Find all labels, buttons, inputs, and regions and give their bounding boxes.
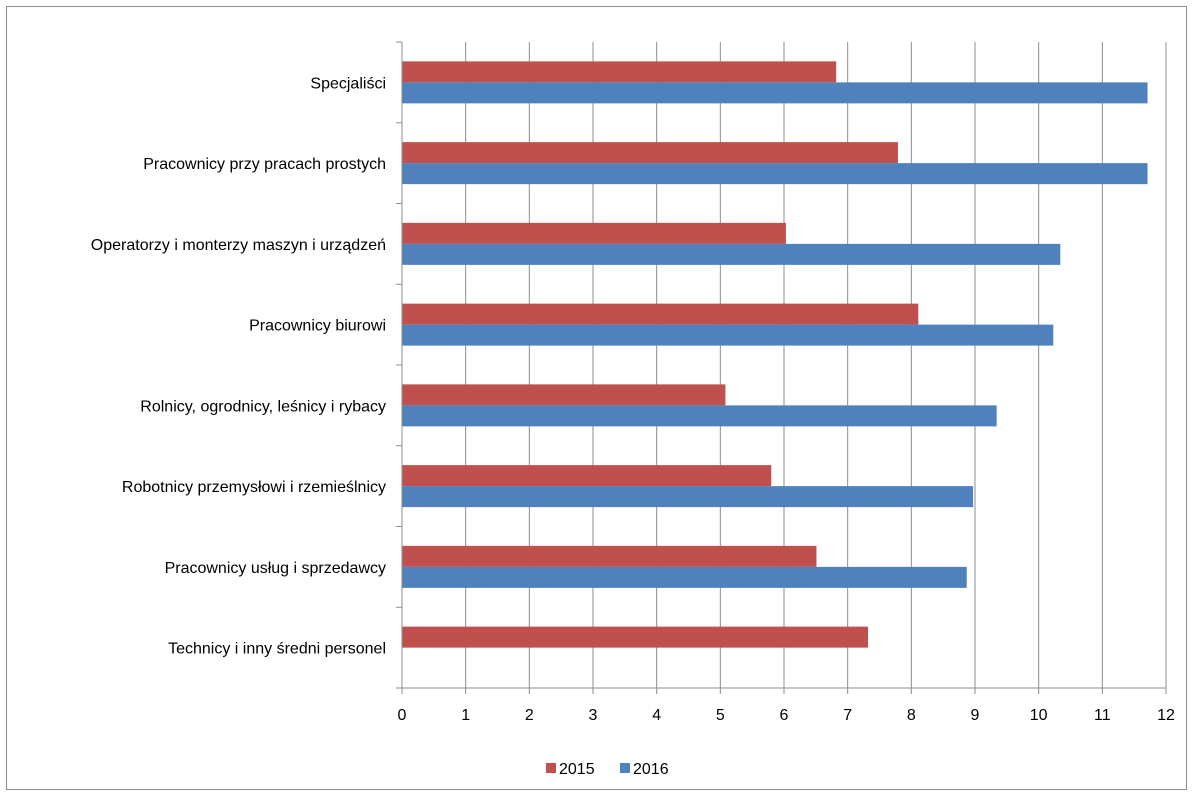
bar-2016	[402, 82, 1148, 104]
x-tick-label: 7	[843, 707, 852, 724]
bar-2015	[402, 61, 837, 83]
x-tick-label: 2	[525, 707, 534, 724]
bar-2015	[402, 465, 772, 487]
category-label: Rolnicy, ogrodnicy, leśnicy i rybacy	[140, 398, 386, 415]
category-label: Operatorzy i monterzy maszyn i urządzeń	[91, 237, 386, 254]
bar-2016	[402, 163, 1148, 185]
bar-2016	[402, 324, 1054, 346]
x-tick-label: 4	[652, 707, 661, 724]
bars-layer	[402, 61, 1148, 648]
bar-2016	[402, 486, 974, 508]
bar-2015	[402, 384, 726, 406]
category-label: Pracownicy biurowi	[249, 318, 386, 335]
bar-2015	[402, 303, 919, 325]
bar-2015	[402, 142, 898, 164]
x-tick-label: 0	[398, 707, 407, 724]
bar-2016	[402, 405, 997, 427]
x-tick-label: 1	[461, 707, 470, 724]
legend-label-2016: 2016	[633, 761, 669, 778]
bar-2015	[402, 222, 786, 244]
x-tick-label: 8	[907, 707, 916, 724]
legend-label-2015: 2015	[559, 761, 595, 778]
x-tick-label: 6	[780, 707, 789, 724]
category-label: Pracownicy przy pracach prostych	[143, 156, 386, 173]
legend-swatch-2016	[620, 763, 630, 773]
category-label: Technicy i inny średni personel	[168, 641, 386, 658]
x-tick-label: 5	[716, 707, 725, 724]
category-label: Pracownicy usług i sprzedawcy	[165, 560, 386, 577]
bar-2016	[402, 243, 1061, 265]
bar-2015	[402, 626, 869, 648]
x-tick-label: 10	[1030, 707, 1048, 724]
bar-2015	[402, 545, 817, 567]
bar-2016	[402, 566, 967, 588]
x-tick-label: 9	[971, 707, 980, 724]
legend: 2015 2016	[546, 761, 669, 778]
axis-layer	[396, 41, 1167, 694]
x-tick-label: 12	[1157, 707, 1175, 724]
category-label: Robotnicy przemysłowi i rzemieślnicy	[122, 479, 386, 496]
category-label: Specjaliści	[310, 75, 386, 92]
x-tick-label: 3	[589, 707, 598, 724]
x-tick-label: 11	[1094, 707, 1111, 724]
legend-swatch-2015	[546, 763, 556, 773]
grid-layer	[465, 42, 1167, 688]
